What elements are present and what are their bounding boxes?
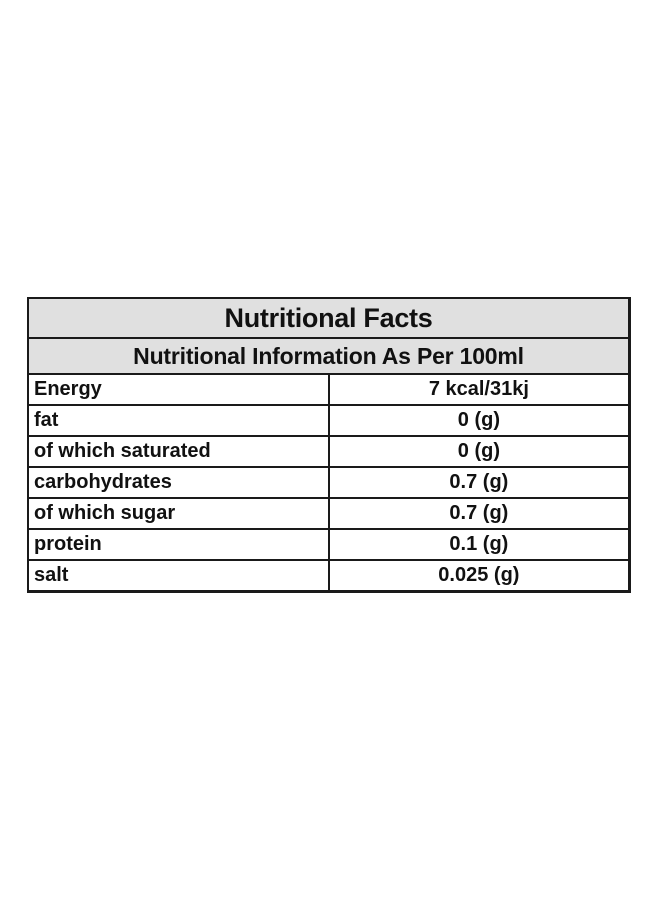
nutrient-label-protein: protein: [27, 528, 330, 561]
table-row: fat 0 (g): [27, 404, 631, 437]
subtitle-row: Nutritional Information As Per 100ml: [27, 337, 631, 375]
nutrient-label-fat: fat: [27, 404, 330, 437]
table-row: protein 0.1 (g): [27, 528, 631, 561]
nutrient-value-sugar: 0.7 (g): [327, 497, 631, 530]
title-row: Nutritional Facts: [27, 297, 631, 339]
table-row: Energy 7 kcal/31kj: [27, 373, 631, 406]
table-row: of which sugar 0.7 (g): [27, 497, 631, 530]
table-row: carbohydrates 0.7 (g): [27, 466, 631, 499]
nutrient-value-salt: 0.025 (g): [327, 559, 631, 593]
nutrient-value-saturated: 0 (g): [327, 435, 631, 468]
nutrient-value-fat: 0 (g): [327, 404, 631, 437]
nutrient-value-carbohydrates: 0.7 (g): [327, 466, 631, 499]
table-row: salt 0.025 (g): [27, 559, 631, 593]
nutrient-label-salt: salt: [27, 559, 330, 593]
nutrient-label-saturated: of which saturated: [27, 435, 330, 468]
nutrient-label-sugar: of which sugar: [27, 497, 330, 530]
table-row: of which saturated 0 (g): [27, 435, 631, 468]
table-title: Nutritional Facts: [27, 297, 631, 339]
nutrient-value-protein: 0.1 (g): [327, 528, 631, 561]
nutrient-label-carbohydrates: carbohydrates: [27, 466, 330, 499]
nutrient-label-energy: Energy: [27, 373, 330, 406]
nutrient-value-energy: 7 kcal/31kj: [327, 373, 631, 406]
nutrition-facts-table: Nutritional Facts Nutritional Informatio…: [27, 297, 631, 593]
table-subtitle: Nutritional Information As Per 100ml: [27, 337, 631, 375]
